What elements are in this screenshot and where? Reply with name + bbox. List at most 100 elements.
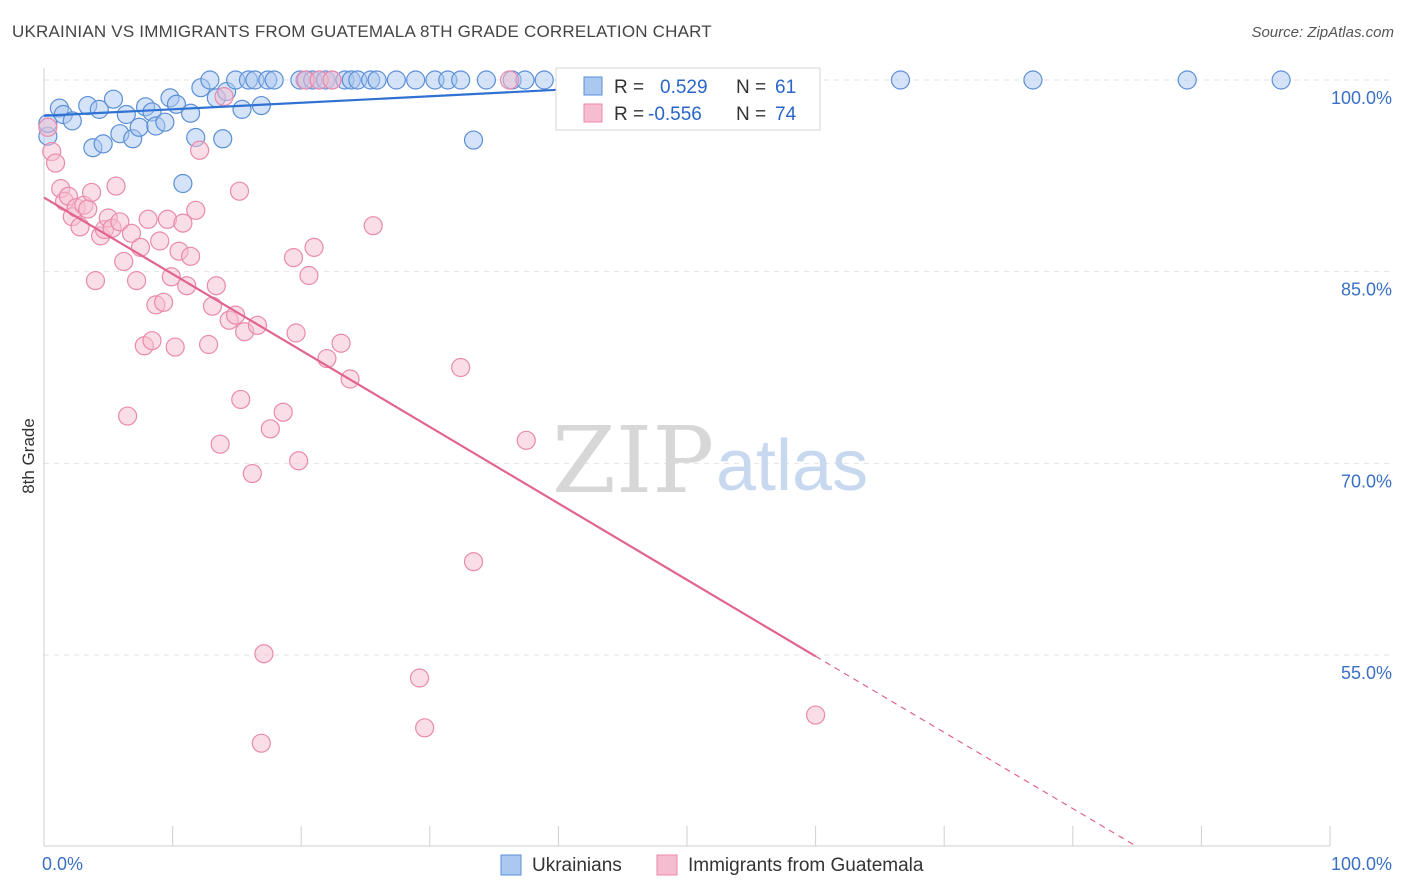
y-tick-label: 70.0%: [1341, 471, 1392, 491]
x-tick-label: 100.0%: [1331, 854, 1392, 874]
watermark: ZIP atlas: [552, 407, 868, 514]
data-point: [289, 451, 309, 471]
y-tick-label: 85.0%: [1341, 280, 1392, 300]
chart-source: Source: ZipAtlas.com: [1251, 24, 1394, 41]
legend-n-value: 74: [775, 104, 797, 125]
data-point: [155, 112, 175, 132]
data-point: [367, 70, 387, 90]
legend-n-label: N =: [736, 77, 766, 98]
data-point: [232, 99, 252, 119]
data-point: [226, 305, 246, 325]
data-point: [363, 216, 383, 236]
data-point: [116, 104, 136, 125]
series-legend-label-guatemala: Immigrants from Guatemala: [688, 855, 924, 876]
data-point: [38, 117, 58, 137]
data-point: [62, 111, 82, 131]
data-point: [516, 430, 536, 450]
data-point: [264, 70, 284, 90]
data-point: [199, 334, 219, 355]
legend-n-label: N =: [736, 104, 766, 125]
trend-line-extension: [815, 655, 1138, 848]
data-point: [283, 248, 304, 268]
data-point: [242, 463, 262, 484]
watermark-zip: ZIP: [552, 407, 714, 514]
data-point: [161, 267, 181, 287]
data-point: [451, 70, 471, 90]
data-point: [890, 70, 911, 90]
legend-row-guatemala: R = -0.556 N = 74: [583, 103, 797, 125]
watermark-atlas: atlas: [716, 426, 868, 506]
data-point: [251, 733, 271, 753]
data-point: [70, 217, 90, 237]
data-point: [206, 276, 226, 296]
legend-n-value: 61: [775, 77, 796, 98]
data-point: [409, 668, 430, 688]
legend-r-label: R =: [614, 104, 644, 125]
series-legend: Ukrainians Immigrants from Guatemala: [500, 854, 924, 876]
data-point: [165, 337, 185, 357]
correlation-legend: R = 0.529 N = 61 R = -0.556 N = 74: [555, 67, 821, 131]
series-legend-label-ukrainians: Ukrainians: [532, 855, 622, 876]
data-point: [1271, 70, 1291, 90]
data-point: [114, 251, 134, 272]
trend-line-guatemala: [43, 196, 817, 658]
y-tick-label: 100.0%: [1331, 88, 1392, 108]
data-point: [406, 70, 426, 90]
data-point: [110, 212, 130, 232]
x-tick-labels: 0.0% 100.0%: [42, 854, 1392, 874]
data-point: [202, 296, 223, 316]
data-point: [476, 70, 496, 90]
series-legend-swatch-ukrainians: [500, 854, 522, 876]
data-point: [45, 153, 66, 173]
data-point: [1023, 70, 1043, 90]
data-point: [415, 718, 435, 738]
data-point: [229, 181, 250, 201]
data-point: [260, 419, 280, 439]
data-point: [286, 323, 306, 343]
data-point: [331, 333, 351, 353]
data-point: [299, 265, 319, 286]
data-point: [177, 276, 197, 296]
data-point: [103, 89, 124, 109]
data-point: [210, 434, 230, 454]
data-point: [214, 87, 234, 107]
data-point: [534, 70, 554, 90]
data-point: [142, 331, 162, 351]
data-point: [463, 552, 484, 572]
data-point: [805, 705, 826, 725]
data-point: [213, 129, 233, 149]
data-point: [451, 357, 471, 378]
data-point: [499, 70, 520, 90]
legend-r-label: R =: [614, 77, 644, 98]
data-point: [181, 103, 201, 123]
data-point: [173, 173, 193, 194]
data-point: [304, 237, 324, 257]
data-point: [254, 644, 274, 664]
data-point: [121, 223, 142, 243]
data-point: [273, 402, 293, 422]
data-point: [117, 406, 138, 426]
y-tick-label: 55.0%: [1341, 663, 1392, 683]
data-point: [181, 246, 201, 266]
legend-swatch-ukrainians: [583, 76, 603, 96]
data-point: [173, 213, 193, 233]
data-point: [129, 117, 149, 137]
data-point: [186, 200, 206, 220]
data-point: [126, 271, 147, 291]
data-point: [1177, 70, 1197, 90]
x-tick-label: 0.0%: [42, 854, 83, 874]
data-point: [85, 271, 106, 291]
data-point: [231, 389, 251, 410]
data-point: [78, 199, 98, 219]
legend-r-value: 0.529: [660, 77, 708, 98]
chart-title: UKRAINIAN VS IMMIGRANTS FROM GUATEMALA 8…: [12, 22, 712, 41]
grid-lines: [44, 79, 1392, 656]
data-point: [200, 70, 220, 90]
data-point: [463, 130, 484, 150]
data-point: [386, 70, 406, 90]
axes: [43, 68, 1331, 847]
data-point: [81, 182, 102, 203]
data-point: [150, 231, 170, 251]
data-point: [322, 70, 342, 90]
